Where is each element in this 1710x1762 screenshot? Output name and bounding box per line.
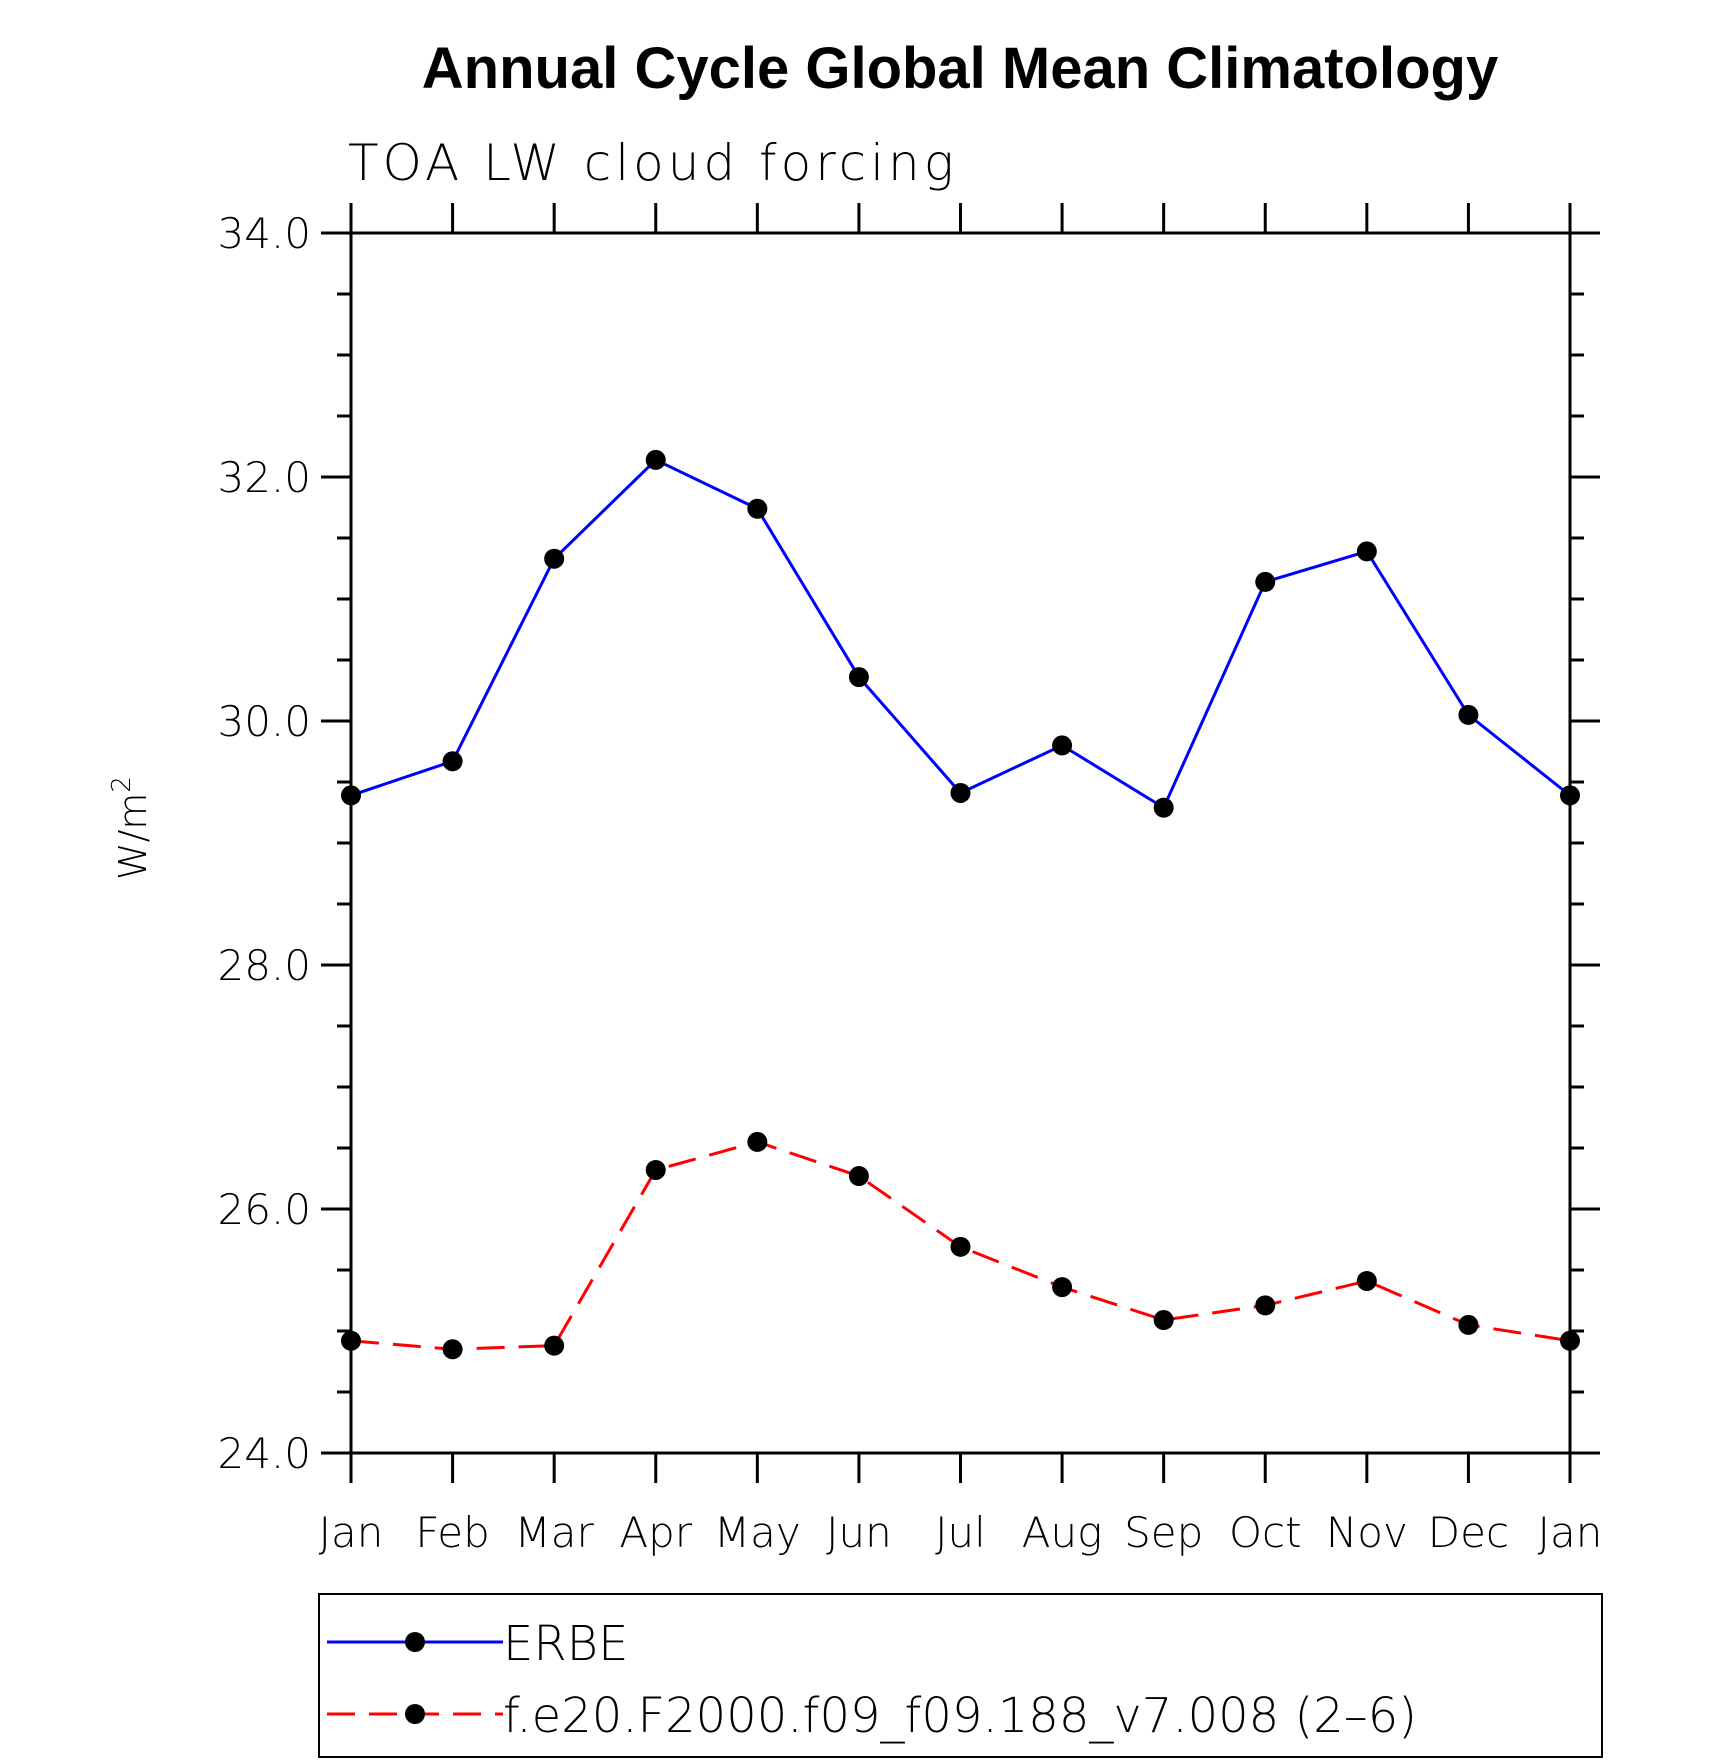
series-group [341,449,1580,1360]
data-point [1153,797,1174,818]
x-tick-label: Aug [1022,1508,1103,1557]
data-point [341,785,361,806]
y-tick-label: 28.0 [217,941,311,990]
y-tick-label: 24.0 [217,1429,311,1478]
data-point [1255,1295,1276,1316]
x-tick-label: Apr [619,1508,692,1557]
x-tick-label: Sep [1124,1508,1203,1557]
data-point [442,751,463,772]
data-point [1458,704,1479,725]
y-axis-label-superscript: 2 [107,776,137,793]
x-tick-label: Jul [935,1508,986,1557]
x-tick-label: Nov [1326,1508,1408,1557]
data-point [341,1330,361,1351]
data-point [645,1159,666,1180]
x-tick-label: Jun [826,1508,892,1557]
plot-frame [349,231,1572,1455]
y-tick-label: 34.0 [217,209,311,258]
data-point [1356,541,1377,562]
data-point [747,1131,768,1152]
data-point [1255,571,1276,592]
y-tick-label: 26.0 [217,1185,311,1234]
data-point [1052,1277,1073,1298]
legend-marker [405,1704,425,1724]
x-tick-label: May [714,1508,801,1557]
data-point [848,667,869,688]
x-tick-label: Feb [415,1508,489,1557]
series-line-0 [350,458,1571,810]
legend: ERBE f.e20.F2000.f09_f09.188_v7.008 (2–6) [318,1593,1603,1758]
data-point [1052,735,1073,756]
data-point [645,449,666,470]
y-tick-label: 32.0 [217,453,311,502]
legend-box [318,1593,1603,1758]
y-axis-label: W/m2 [107,776,155,880]
legend-label-1: f.e20.F2000.f09_f09.188_v7.008 (2–6) [503,1688,1417,1744]
data-point [442,1339,463,1360]
chart-title: Annual Cycle Global Mean Climatology [422,36,1498,101]
data-point [950,1236,971,1257]
legend-label-0: ERBE [503,1616,628,1672]
data-point [1153,1310,1174,1331]
y-axis-ticks: 24.0 26.0 28.0 30.0 32.0 34.0 [217,209,1600,1478]
data-point [950,782,971,803]
legend-marker [405,1632,425,1652]
data-point [848,1166,869,1187]
data-point [747,498,768,519]
x-tick-label: Jan [1538,1508,1603,1557]
data-point [1560,785,1580,806]
data-point [544,1335,565,1356]
x-tick-label: Oct [1229,1508,1302,1557]
chart-subtitle: TOA LW cloud forcing [348,134,958,192]
x-axis-ticks: Jan Feb Mar Apr May Jun Jul Aug Sep Oct Nov Dec Jan [319,203,1603,1557]
y-axis-label-unit: W/m [111,793,155,880]
data-point [1356,1270,1377,1291]
data-point [1560,1330,1580,1351]
data-point [1458,1314,1479,1335]
x-tick-label: Jan [319,1508,384,1557]
y-tick-label: 30.0 [217,697,311,746]
data-point [544,548,565,569]
x-tick-label: Mar [515,1508,595,1557]
x-tick-label: Dec [1428,1508,1509,1557]
plot-axes [349,231,1572,1455]
